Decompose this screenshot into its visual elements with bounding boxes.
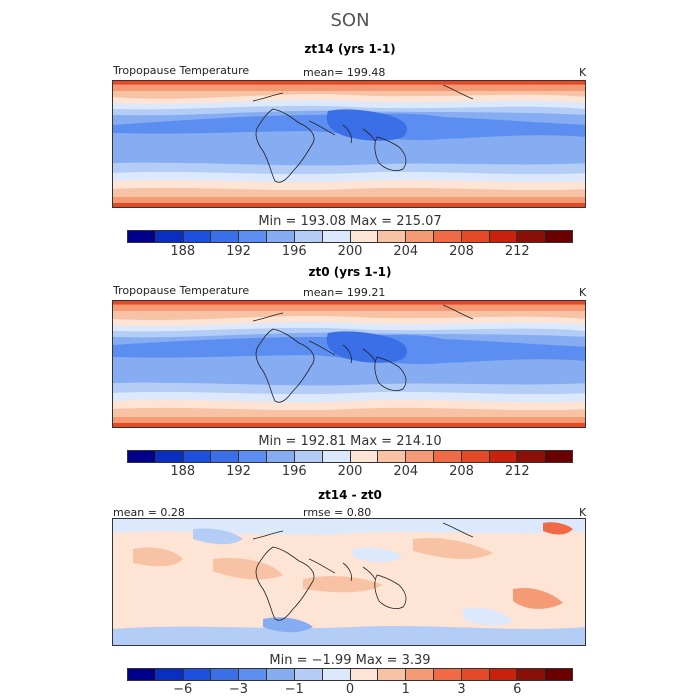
colorbar-swatch (406, 231, 434, 242)
colorbar-tick-label: 6 (513, 682, 522, 697)
colorbar-tick-label: 192 (226, 244, 251, 259)
colorbar-tick-label: 1 (401, 682, 410, 697)
panel1-map (112, 80, 586, 208)
panel1-title: zt14 (yrs 1-1) (304, 42, 396, 56)
colorbar-swatch (128, 669, 156, 680)
colorbar-tick-label: 212 (504, 244, 530, 259)
colorbar-swatch (294, 669, 323, 680)
colorbar-tick-label: 192 (226, 464, 251, 479)
colorbar-tick-label: 188 (170, 464, 196, 479)
colorbar-swatch (267, 451, 295, 462)
panel2-field (113, 301, 585, 427)
colorbar-swatch (128, 231, 156, 242)
colorbar-tick-label: 200 (337, 464, 363, 479)
colorbar-tick-label: 208 (449, 464, 474, 479)
panel3-rmse: rmse = 0.80 (303, 506, 372, 519)
colorbar-swatch (489, 231, 518, 242)
colorbar-swatch (433, 451, 462, 462)
colorbar-tick-label: 196 (281, 244, 307, 259)
panel3-mean: mean = 0.28 (113, 506, 185, 519)
colorbar-swatch (545, 669, 572, 680)
panel2-title: zt0 (yrs 1-1) (308, 265, 392, 279)
colorbar-swatch (350, 669, 379, 680)
colorbar-swatch (517, 669, 546, 680)
colorbar-swatch (322, 669, 351, 680)
panel2-minmax: Min = 192.81 Max = 214.10 (258, 434, 442, 449)
colorbar-swatch (461, 231, 490, 242)
colorbar-swatch (378, 231, 407, 242)
colorbar-swatch (294, 451, 323, 462)
colorbar-tick-label: 212 (504, 464, 530, 479)
colorbar-tick-label: 204 (393, 464, 419, 479)
colorbar-swatch (183, 231, 212, 242)
season-title: SON (330, 10, 370, 31)
panel2-variable: Tropopause Temperature (113, 284, 250, 297)
colorbar-swatch (461, 669, 490, 680)
colorbar-swatch (350, 231, 379, 242)
colorbar-swatch (433, 231, 462, 242)
colorbar-swatch (545, 451, 572, 462)
colorbar-swatch (350, 451, 379, 462)
colorbar-tick-label: 208 (449, 244, 474, 259)
panel1-variable: Tropopause Temperature (113, 64, 250, 77)
panel2-map (112, 300, 586, 428)
colorbar-swatch (433, 669, 462, 680)
panel3-field (113, 519, 585, 645)
colorbar-swatch (128, 451, 156, 462)
colorbar-swatch (378, 451, 407, 462)
colorbar-swatch (489, 451, 518, 462)
colorbar-swatch (322, 231, 351, 242)
colorbar-tick-label: 200 (337, 244, 363, 259)
panel2-unit: K (579, 286, 587, 299)
panel3-minmax: Min = −1.99 Max = 3.39 (269, 653, 431, 668)
colorbar-swatch (461, 451, 490, 462)
colorbar-swatch (239, 451, 268, 462)
colorbar-tick-label: −1 (284, 682, 304, 697)
panel3-colorbar-ticks: −6 −3 −1 0 1 3 6 (127, 682, 573, 698)
colorbar-tick-label: −6 (173, 682, 193, 697)
colorbar-tick-label: 196 (281, 464, 307, 479)
panel3-colorbar (127, 668, 573, 681)
panel3-map (112, 518, 586, 646)
colorbar-tick-label: 0 (345, 682, 355, 697)
colorbar-swatch (378, 669, 407, 680)
colorbar-swatch (406, 669, 434, 680)
colorbar-tick-label: 188 (170, 244, 196, 259)
colorbar-swatch (183, 669, 212, 680)
panel2-mean: mean= 199.21 (303, 286, 386, 299)
colorbar-tick-label: 3 (457, 682, 466, 697)
colorbar-swatch (406, 451, 434, 462)
panel2-colorbar (127, 450, 573, 463)
colorbar-swatch (517, 451, 546, 462)
colorbar-swatch (155, 231, 184, 242)
colorbar-swatch (545, 231, 572, 242)
colorbar-swatch (517, 231, 546, 242)
colorbar-swatch (239, 231, 268, 242)
colorbar-swatch (211, 451, 240, 462)
panel1-colorbar-ticks: 188 192 196 200 204 208 212 (127, 244, 573, 260)
panel1-minmax: Min = 193.08 Max = 215.07 (258, 214, 442, 229)
colorbar-swatch (239, 669, 268, 680)
colorbar-swatch (155, 669, 184, 680)
colorbar-tick-label: 204 (393, 244, 419, 259)
panel2-colorbar-ticks: 188 192 196 200 204 208 212 (127, 464, 573, 480)
panel1-mean: mean= 199.48 (303, 66, 386, 79)
panel1-colorbar (127, 230, 573, 243)
colorbar-swatch (267, 669, 295, 680)
panel3-unit: K (579, 506, 587, 519)
panel1-unit: K (579, 66, 587, 79)
colorbar-swatch (155, 451, 184, 462)
panel1-field (113, 81, 585, 207)
colorbar-swatch (267, 231, 295, 242)
colorbar-tick-label: −3 (228, 682, 249, 697)
colorbar-swatch (294, 231, 323, 242)
colorbar-swatch (211, 669, 240, 680)
colorbar-swatch (183, 451, 212, 462)
colorbar-swatch (489, 669, 518, 680)
colorbar-swatch (322, 451, 351, 462)
panel3-title: zt14 - zt0 (318, 488, 382, 502)
colorbar-swatch (211, 231, 240, 242)
